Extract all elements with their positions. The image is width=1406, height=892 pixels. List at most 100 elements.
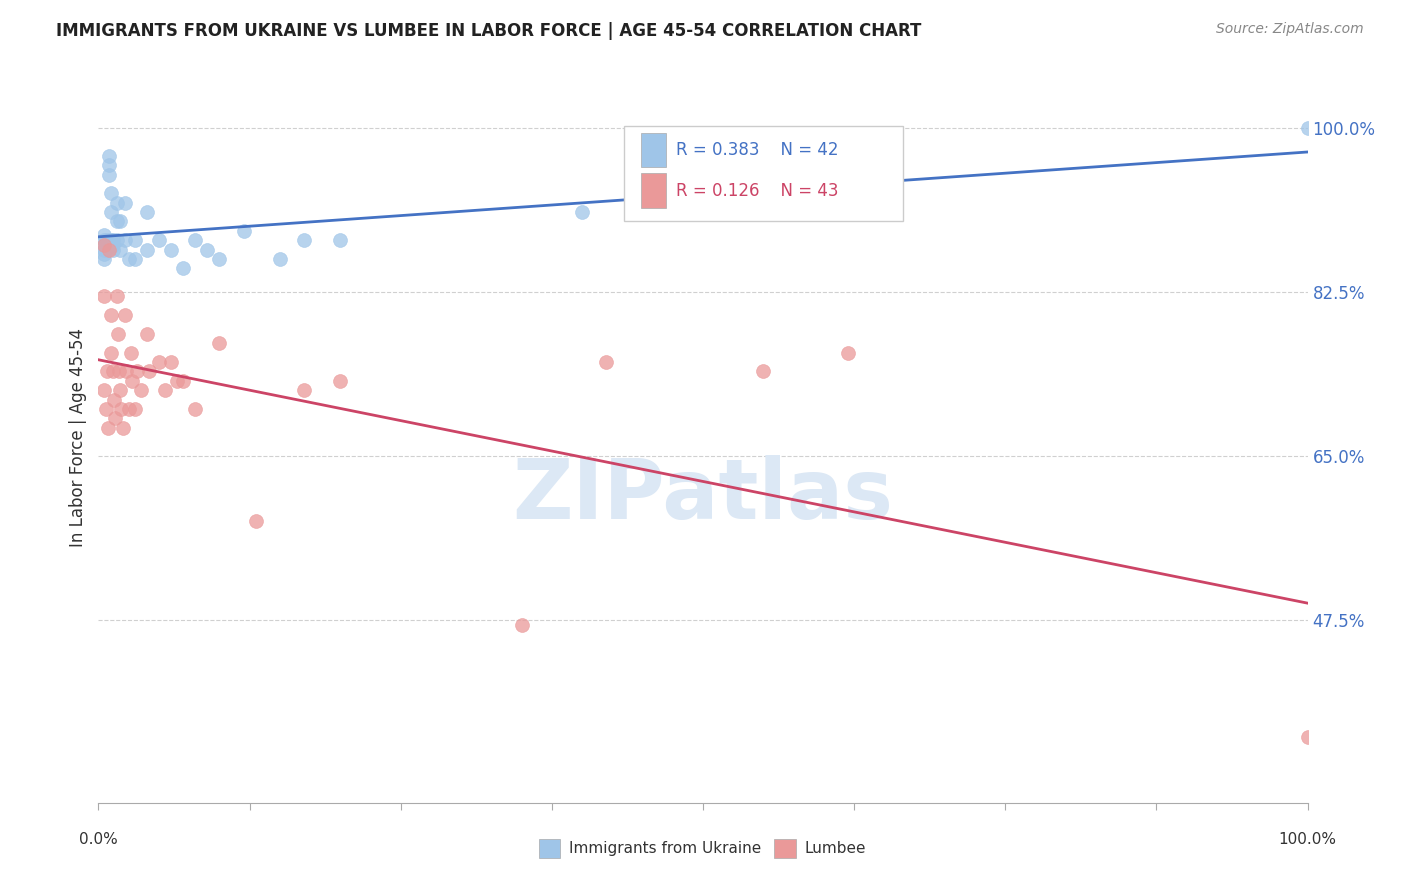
Point [110, 401, 132, 416]
Point [208, 252, 231, 266]
Point [329, 374, 352, 388]
Point [100, 345, 122, 359]
Point [108, 214, 131, 228]
Point [172, 261, 194, 276]
Point [93, 252, 115, 266]
Point [101, 233, 124, 247]
Text: 0.0%: 0.0% [79, 832, 118, 847]
Point [752, 364, 775, 378]
Point [120, 345, 142, 359]
FancyBboxPatch shape [538, 838, 561, 858]
Point [135, 205, 157, 219]
Point [269, 252, 291, 266]
Point [101, 243, 124, 257]
Point [195, 243, 218, 257]
Point [111, 420, 134, 434]
Point [98, 158, 121, 172]
Point [93, 237, 115, 252]
Point [153, 383, 176, 397]
Point [96, 243, 118, 257]
Point [93, 243, 115, 257]
Point [118, 252, 141, 266]
Point [184, 401, 207, 416]
Point [148, 233, 170, 247]
Point [101, 237, 124, 252]
Point [94, 401, 117, 416]
Point [121, 374, 143, 388]
Point [292, 233, 315, 247]
Text: 100.0%: 100.0% [1278, 832, 1337, 847]
Point [100, 308, 122, 322]
Point [108, 383, 131, 397]
Point [104, 411, 127, 425]
Point [160, 355, 183, 369]
Point [1296, 730, 1319, 744]
Point [96, 233, 118, 247]
Point [114, 195, 136, 210]
Point [93, 383, 115, 397]
Point [127, 364, 149, 378]
Point [98, 149, 121, 163]
Point [107, 326, 129, 341]
Point [148, 355, 170, 369]
Point [105, 289, 128, 303]
Y-axis label: In Labor Force | Age 45-54: In Labor Force | Age 45-54 [69, 327, 87, 547]
Point [100, 233, 122, 247]
Point [93, 289, 115, 303]
FancyBboxPatch shape [775, 838, 796, 858]
Point [100, 205, 122, 219]
Text: R = 0.126    N = 43: R = 0.126 N = 43 [676, 182, 839, 200]
Point [101, 364, 124, 378]
Text: Immigrants from Ukraine: Immigrants from Ukraine [569, 841, 761, 856]
Point [245, 515, 267, 529]
Point [124, 233, 146, 247]
Point [208, 336, 231, 351]
Point [292, 383, 315, 397]
Point [115, 364, 138, 378]
Point [1296, 120, 1319, 135]
Point [100, 186, 122, 201]
Point [172, 374, 194, 388]
Point [837, 345, 859, 359]
Point [93, 237, 115, 252]
Point [98, 243, 121, 257]
Point [98, 168, 121, 182]
Point [135, 326, 157, 341]
Point [93, 228, 115, 243]
Point [108, 364, 131, 378]
Point [105, 214, 128, 228]
Point [138, 364, 160, 378]
Text: R = 0.383    N = 42: R = 0.383 N = 42 [676, 141, 839, 160]
Point [114, 308, 136, 322]
Point [184, 233, 207, 247]
Point [129, 383, 152, 397]
Point [232, 224, 254, 238]
Point [118, 401, 141, 416]
Point [103, 392, 125, 407]
FancyBboxPatch shape [624, 126, 903, 221]
Point [114, 233, 136, 247]
Point [124, 401, 146, 416]
Point [124, 252, 146, 266]
Point [93, 247, 115, 261]
Text: IMMIGRANTS FROM UKRAINE VS LUMBEE IN LABOR FORCE | AGE 45-54 CORRELATION CHART: IMMIGRANTS FROM UKRAINE VS LUMBEE IN LAB… [56, 22, 921, 40]
Point [595, 355, 617, 369]
Point [571, 205, 593, 219]
Point [108, 243, 131, 257]
Text: ZIPatlas: ZIPatlas [513, 455, 893, 536]
Point [510, 617, 533, 632]
FancyBboxPatch shape [641, 173, 665, 208]
Point [105, 195, 128, 210]
Point [93, 233, 115, 247]
Point [837, 177, 859, 191]
Text: Source: ZipAtlas.com: Source: ZipAtlas.com [1216, 22, 1364, 37]
Point [160, 243, 183, 257]
Point [97, 420, 120, 434]
Text: Lumbee: Lumbee [804, 841, 866, 856]
FancyBboxPatch shape [641, 133, 665, 168]
Point [105, 233, 128, 247]
Point [166, 374, 188, 388]
Point [96, 364, 118, 378]
Point [329, 233, 352, 247]
Point [135, 243, 157, 257]
